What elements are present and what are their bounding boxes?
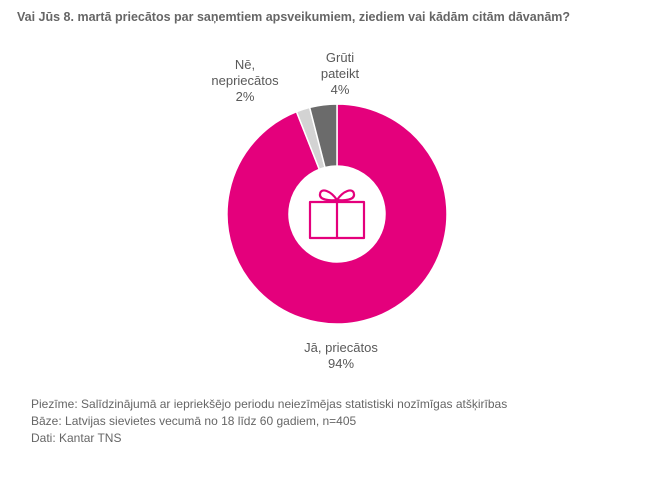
slice-label-text: pateikt <box>320 66 360 81</box>
slice-label-text: nepriecātos <box>211 73 279 88</box>
slice-label-text: Grūti <box>325 50 355 65</box>
gift-icon <box>308 189 366 240</box>
slice-label-ne: Nē, nepriecātos 2% <box>205 57 285 105</box>
slice-percent: 4% <box>330 82 350 97</box>
slice-label-text: Jā, priecātos <box>304 340 378 355</box>
chart-title: Vai Jūs 8. martā priecātos par saņemtiem… <box>17 10 571 24</box>
note-source: Dati: Kantar TNS <box>31 431 122 445</box>
note-base: Bāze: Latvijas sievietes vecumā no 18 lī… <box>31 414 357 428</box>
slice-label-ja: Jā, priecātos 94% <box>286 340 396 372</box>
chart-notes: Piezīme: Salīdzinājumā ar iepriekšējo pe… <box>31 396 507 447</box>
slice-percent: 94% <box>327 356 355 371</box>
note-remark: Piezīme: Salīdzinājumā ar iepriekšējo pe… <box>31 397 508 411</box>
donut-slices <box>226 103 448 325</box>
slice-label-text: Nē, <box>234 57 256 72</box>
slice-label-gruti: Grūti pateikt 4% <box>305 50 375 98</box>
slice-percent: 2% <box>235 89 255 104</box>
